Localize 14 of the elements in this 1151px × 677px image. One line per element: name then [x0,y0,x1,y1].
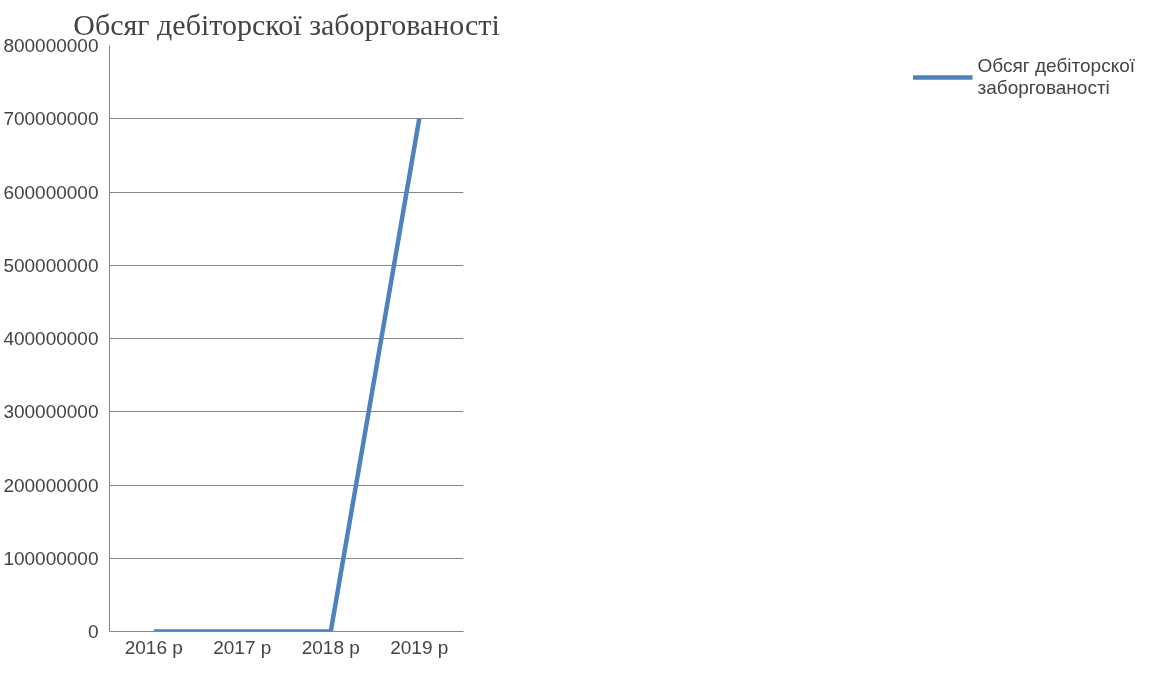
y-tick-label: 600000000 [3,181,99,203]
x-tick-label: 2016 р [124,636,183,658]
y-tick-label: 400000000 [3,328,99,349]
y-tick-label: 500000000 [3,254,99,276]
y-tick-label: 200000000 [3,474,99,496]
x-tick-label: 2018 р [301,636,360,658]
y-tick-label: 800000000 [3,35,99,56]
x-tick-label: 2019 р [390,636,449,658]
y-tick-label: 300000000 [3,401,99,423]
y-tick-label: 0 [87,621,99,642]
x-tick-label: 2017 р [213,636,272,658]
y-tick-label: 100000000 [3,547,99,569]
y-tick-label: 700000000 [3,108,99,130]
legend-label: Обсяг дебіторскої заборгованості [977,55,1135,99]
